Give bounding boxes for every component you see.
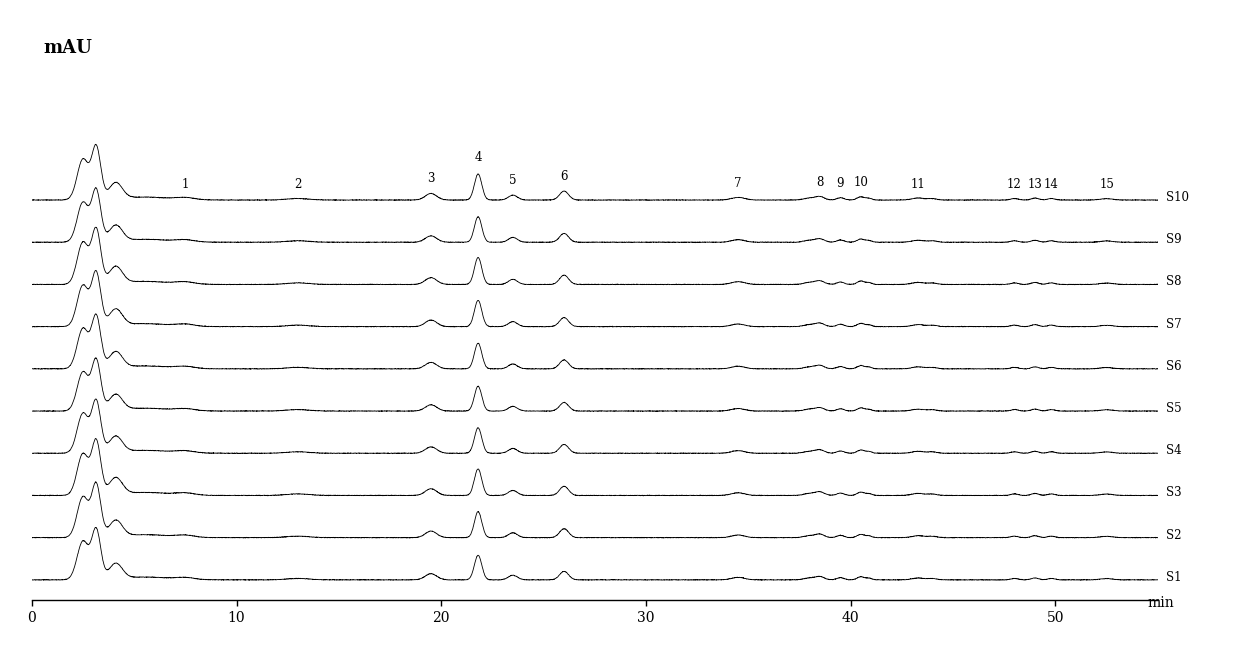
Text: S4: S4 (1166, 444, 1182, 457)
Text: mAU: mAU (43, 39, 92, 57)
Text: 3: 3 (428, 172, 435, 185)
Text: S10: S10 (1166, 191, 1189, 204)
Text: S3: S3 (1166, 486, 1182, 499)
Text: 6: 6 (560, 170, 568, 183)
Text: min: min (1147, 596, 1174, 610)
Text: S9: S9 (1166, 233, 1182, 246)
Text: S7: S7 (1166, 318, 1182, 331)
Text: S6: S6 (1166, 360, 1182, 373)
Text: 7: 7 (734, 177, 742, 190)
Text: 14: 14 (1044, 178, 1059, 191)
Text: 11: 11 (911, 178, 925, 191)
Text: 12: 12 (1007, 178, 1022, 191)
Text: 4: 4 (475, 151, 482, 164)
Text: 8: 8 (816, 176, 823, 189)
Text: S8: S8 (1166, 275, 1182, 289)
Text: 10: 10 (853, 176, 868, 189)
Text: 9: 9 (837, 177, 844, 190)
Text: S1: S1 (1166, 571, 1182, 584)
Text: 1: 1 (181, 178, 188, 191)
Text: 13: 13 (1028, 178, 1043, 191)
Text: 5: 5 (510, 174, 517, 187)
Text: 15: 15 (1099, 178, 1114, 191)
Text: S2: S2 (1166, 528, 1182, 542)
Text: 2: 2 (294, 178, 301, 191)
Text: S5: S5 (1166, 402, 1182, 415)
